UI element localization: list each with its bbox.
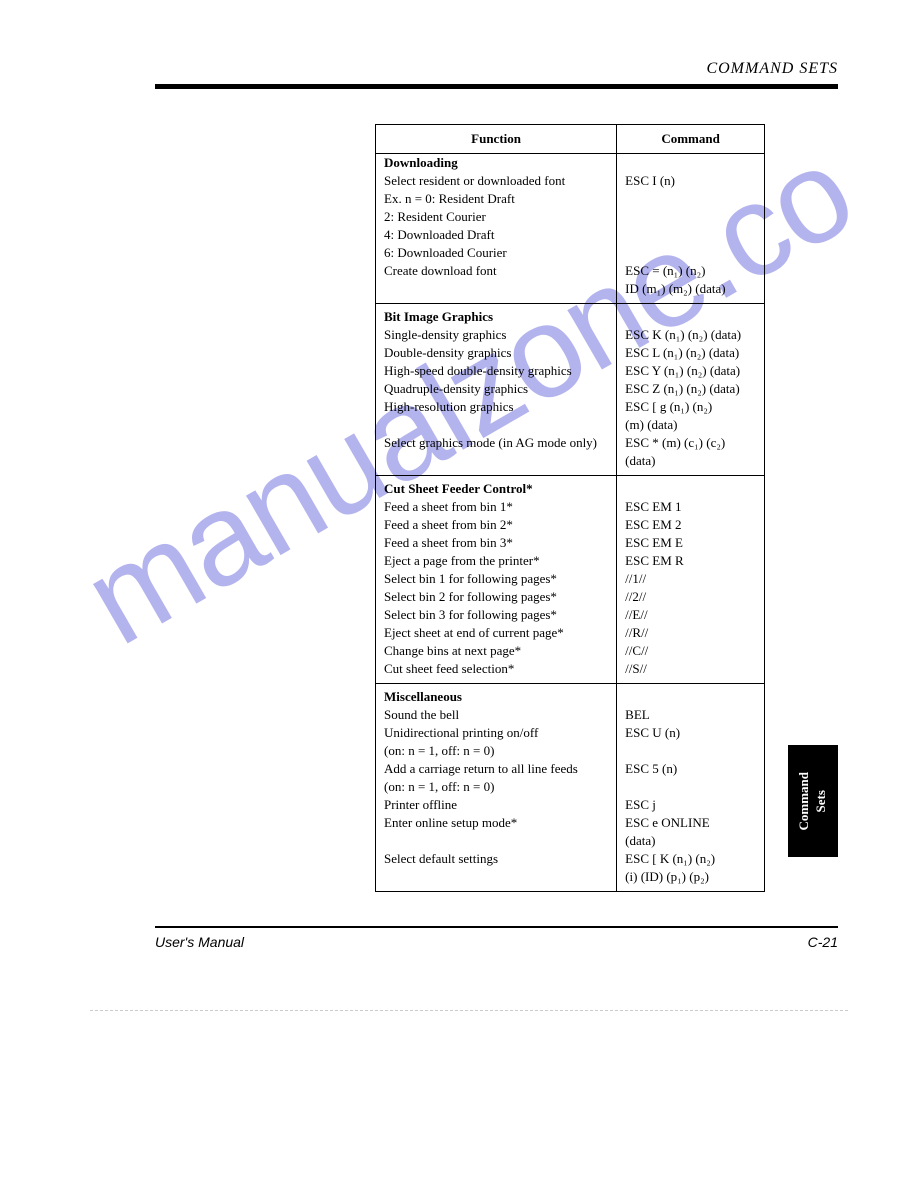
cell-func: High-resolution graphics xyxy=(376,398,617,416)
section-downloading: Downloading xyxy=(376,154,617,173)
cell-func: Feed a sheet from bin 1* xyxy=(376,498,617,516)
section-cutsheet: Cut Sheet Feeder Control* xyxy=(376,476,617,499)
cell-cmd: ESC K (n₁) (n₂) (data) xyxy=(617,326,765,344)
cell-func: Quadruple-density graphics xyxy=(376,380,617,398)
cell-func: Feed a sheet from bin 2* xyxy=(376,516,617,534)
cell-cmd: (data) xyxy=(617,832,765,850)
cell-cmd: ESC L (n₁) (n₂) (data) xyxy=(617,344,765,362)
cell-func: High-speed double-density graphics xyxy=(376,362,617,380)
cell-func: Select resident or downloaded font xyxy=(376,172,617,190)
cell-func: Enter online setup mode* xyxy=(376,814,617,832)
cell-func: Select default settings xyxy=(376,850,617,868)
cell-cmd: //C// xyxy=(617,642,765,660)
cell-func: Eject a page from the printer* xyxy=(376,552,617,570)
col-command-header: Command xyxy=(617,125,765,154)
cell-func: Select bin 1 for following pages* xyxy=(376,570,617,588)
section-bitimage: Bit Image Graphics xyxy=(376,304,617,327)
cell-func: Select bin 2 for following pages* xyxy=(376,588,617,606)
cell-cmd: ESC [ g (n₁) (n₂) xyxy=(617,398,765,416)
side-tab: CommandSets xyxy=(788,745,838,857)
footer-rule xyxy=(155,926,838,928)
cell-cmd: //E// xyxy=(617,606,765,624)
cell-func: Select graphics mode (in AG mode only) xyxy=(376,434,617,452)
header-rule xyxy=(155,84,838,89)
cell-cmd: //S// xyxy=(617,660,765,684)
cell-func: (on: n = 1, off: n = 0) xyxy=(376,742,617,760)
command-table: Function Command Downloading Select resi… xyxy=(375,124,765,892)
cell-cmd: ESC * (m) (c₁) (c₂) xyxy=(617,434,765,452)
cell-cmd: //1// xyxy=(617,570,765,588)
cell-func: Cut sheet feed selection* xyxy=(376,660,617,684)
cell-func: Create download font xyxy=(376,262,617,280)
cell-cmd: ID (m₁) (m₂) (data) xyxy=(617,280,765,304)
cell-cmd: ESC EM R xyxy=(617,552,765,570)
cell-func: 6: Downloaded Courier xyxy=(376,244,617,262)
cell-func: 2: Resident Courier xyxy=(376,208,617,226)
cell-func: 4: Downloaded Draft xyxy=(376,226,617,244)
cell-cmd: (i) (ID) (p₁) (p₂) xyxy=(617,868,765,892)
cell-cmd: ESC 5 (n) xyxy=(617,760,765,778)
cell-cmd: ESC Y (n₁) (n₂) (data) xyxy=(617,362,765,380)
cell-cmd: ESC EM 2 xyxy=(617,516,765,534)
cell-cmd: ESC [ K (n₁) (n₂) xyxy=(617,850,765,868)
cell-cmd: ESC U (n) xyxy=(617,724,765,742)
cell-cmd: BEL xyxy=(617,706,765,724)
cell-func: Single-density graphics xyxy=(376,326,617,344)
cell-func: Sound the bell xyxy=(376,706,617,724)
col-function-header: Function xyxy=(376,125,617,154)
cell-cmd: ESC Z (n₁) (n₂) (data) xyxy=(617,380,765,398)
cell-cmd: //R// xyxy=(617,624,765,642)
cell-func: Printer offline xyxy=(376,796,617,814)
scan-edge xyxy=(90,1010,848,1011)
footer-left: User's Manual xyxy=(155,934,244,950)
cell-cmd: ESC j xyxy=(617,796,765,814)
cell-func: Unidirectional printing on/off xyxy=(376,724,617,742)
cell-cmd: (m) (data) xyxy=(617,416,765,434)
page-header: COMMAND SETS xyxy=(155,60,838,78)
cell-cmd: ESC I (n) xyxy=(617,172,765,190)
cell-func: Double-density graphics xyxy=(376,344,617,362)
cell-func: Ex. n = 0: Resident Draft xyxy=(376,190,617,208)
cell-cmd: ESC EM 1 xyxy=(617,498,765,516)
section-misc: Miscellaneous xyxy=(376,684,617,707)
cell-func: Add a carriage return to all line feeds xyxy=(376,760,617,778)
cell-func: Change bins at next page* xyxy=(376,642,617,660)
cell-cmd: (data) xyxy=(617,452,765,476)
cell-cmd: //2// xyxy=(617,588,765,606)
cell-func: (on: n = 1, off: n = 0) xyxy=(376,778,617,796)
cell-func: Eject sheet at end of current page* xyxy=(376,624,617,642)
cell-cmd: ESC = (n₁) (n₂) xyxy=(617,262,765,280)
cell-func: Feed a sheet from bin 3* xyxy=(376,534,617,552)
cell-cmd: ESC EM E xyxy=(617,534,765,552)
footer-right: C-21 xyxy=(808,934,838,950)
cell-cmd: ESC e ONLINE xyxy=(617,814,765,832)
side-tab-label: CommandSets xyxy=(796,772,830,831)
cell-func: Select bin 3 for following pages* xyxy=(376,606,617,624)
page-footer: User's Manual C-21 xyxy=(155,926,838,950)
